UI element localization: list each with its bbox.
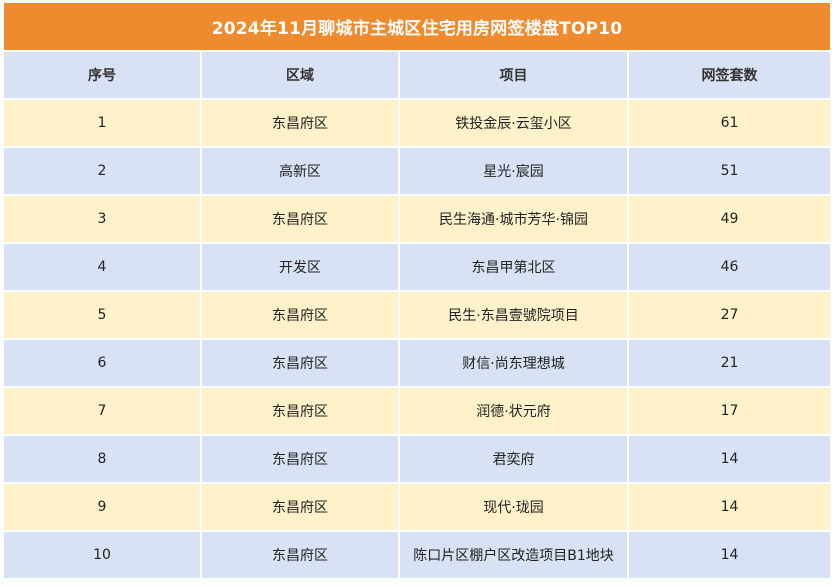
cell-count: 27 — [629, 292, 830, 340]
cell-count: 14 — [629, 484, 830, 532]
table-row: 5 东昌府区 民生·东昌壹號院项目 27 — [4, 292, 830, 340]
cell-rank: 3 — [4, 196, 202, 244]
cell-rank: 5 — [4, 292, 202, 340]
cell-count: 17 — [629, 388, 830, 436]
cell-project: 陈口片区棚户区改造项目B1地块 — [400, 532, 629, 580]
cell-count: 49 — [629, 196, 830, 244]
cell-project: 民生海通·城市芳华·锦园 — [400, 196, 629, 244]
cell-count: 14 — [629, 532, 830, 580]
cell-project: 星光·宸园 — [400, 148, 629, 196]
cell-rank: 9 — [4, 484, 202, 532]
cell-district: 东昌府区 — [202, 196, 400, 244]
cell-district: 东昌府区 — [202, 532, 400, 580]
header-cell-project: 项目 — [400, 52, 629, 100]
cell-district: 东昌府区 — [202, 484, 400, 532]
cell-count: 51 — [629, 148, 830, 196]
cell-count: 14 — [629, 436, 830, 484]
table-row: 2 高新区 星光·宸园 51 — [4, 148, 830, 196]
cell-count: 61 — [629, 100, 830, 148]
header-cell-count: 网签套数 — [629, 52, 830, 100]
cell-district: 开发区 — [202, 244, 400, 292]
cell-rank: 1 — [4, 100, 202, 148]
cell-district: 东昌府区 — [202, 292, 400, 340]
cell-rank: 4 — [4, 244, 202, 292]
header-cell-district: 区域 — [202, 52, 400, 100]
table-row: 4 开发区 东昌甲第北区 46 — [4, 244, 830, 292]
table-row: 7 东昌府区 润德·状元府 17 — [4, 388, 830, 436]
cell-rank: 8 — [4, 436, 202, 484]
header-row: 序号 区域 项目 网签套数 — [4, 52, 830, 100]
cell-district: 高新区 — [202, 148, 400, 196]
ranking-table: 序号 区域 项目 网签套数 1 东昌府区 铁投金辰·云玺小区 61 2 高新区 … — [4, 52, 830, 580]
cell-project: 君奕府 — [400, 436, 629, 484]
cell-project: 铁投金辰·云玺小区 — [400, 100, 629, 148]
cell-count: 46 — [629, 244, 830, 292]
cell-project: 润德·状元府 — [400, 388, 629, 436]
cell-project: 财信·尚东理想城 — [400, 340, 629, 388]
cell-project: 东昌甲第北区 — [400, 244, 629, 292]
table-row: 1 东昌府区 铁投金辰·云玺小区 61 — [4, 100, 830, 148]
cell-rank: 6 — [4, 340, 202, 388]
cell-project: 现代·珑园 — [400, 484, 629, 532]
cell-district: 东昌府区 — [202, 340, 400, 388]
cell-district: 东昌府区 — [202, 388, 400, 436]
table-row: 3 东昌府区 民生海通·城市芳华·锦园 49 — [4, 196, 830, 244]
table-row: 6 东昌府区 财信·尚东理想城 21 — [4, 340, 830, 388]
table-title: 2024年11月聊城市主城区住宅用房网签楼盘TOP10 — [4, 3, 830, 50]
cell-project: 民生·东昌壹號院项目 — [400, 292, 629, 340]
table-row: 8 东昌府区 君奕府 14 — [4, 436, 830, 484]
cell-district: 东昌府区 — [202, 100, 400, 148]
cell-rank: 10 — [4, 532, 202, 580]
table-row: 10 东昌府区 陈口片区棚户区改造项目B1地块 14 — [4, 532, 830, 580]
cell-count: 21 — [629, 340, 830, 388]
table-row: 9 东昌府区 现代·珑园 14 — [4, 484, 830, 532]
cell-rank: 2 — [4, 148, 202, 196]
header-cell-rank: 序号 — [4, 52, 202, 100]
cell-rank: 7 — [4, 388, 202, 436]
cell-district: 东昌府区 — [202, 436, 400, 484]
